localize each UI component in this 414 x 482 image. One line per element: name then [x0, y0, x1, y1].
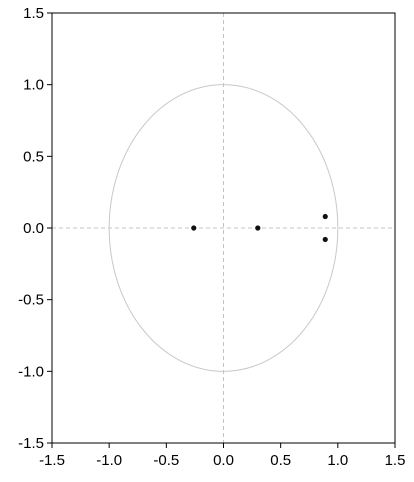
reference-lines [52, 13, 395, 443]
unit-circle [108, 84, 339, 372]
x-tick-label-5: 0.5 [270, 452, 291, 469]
x-tick-label-1: -1.5 [39, 452, 65, 469]
x-tick-label-6: 1.0 [327, 452, 348, 469]
data-point-4 [322, 236, 328, 243]
data-point-1 [191, 225, 197, 231]
y-tick-label-6: -1.0 [18, 363, 44, 380]
y-tick-label-2: 1.0 [23, 77, 44, 94]
data-points [191, 213, 328, 243]
data-point-2 [255, 225, 261, 231]
y-axis-ticks: 1.5 1.0 0.5 0.0 -0.5 -1.0 -1.5 [18, 5, 52, 452]
y-tick-label-7: -1.5 [18, 435, 44, 452]
x-tick-label-7: 1.5 [385, 452, 406, 469]
y-tick-label-1: 1.5 [23, 5, 44, 22]
data-point-3 [322, 213, 328, 220]
y-tick-label-3: 0.5 [23, 148, 44, 165]
x-tick-label-2: -1.0 [96, 452, 122, 469]
unit-circle-layer [108, 84, 339, 372]
x-tick-label-4: 0.0 [213, 452, 234, 469]
y-tick-label-4: 0.0 [23, 220, 44, 237]
y-tick-label-5: -0.5 [18, 292, 44, 309]
x-axis-ticks: -1.5 -1.0 -0.5 0.0 0.5 1.0 1.5 [39, 443, 405, 469]
x-tick-label-3: -0.5 [153, 452, 179, 469]
